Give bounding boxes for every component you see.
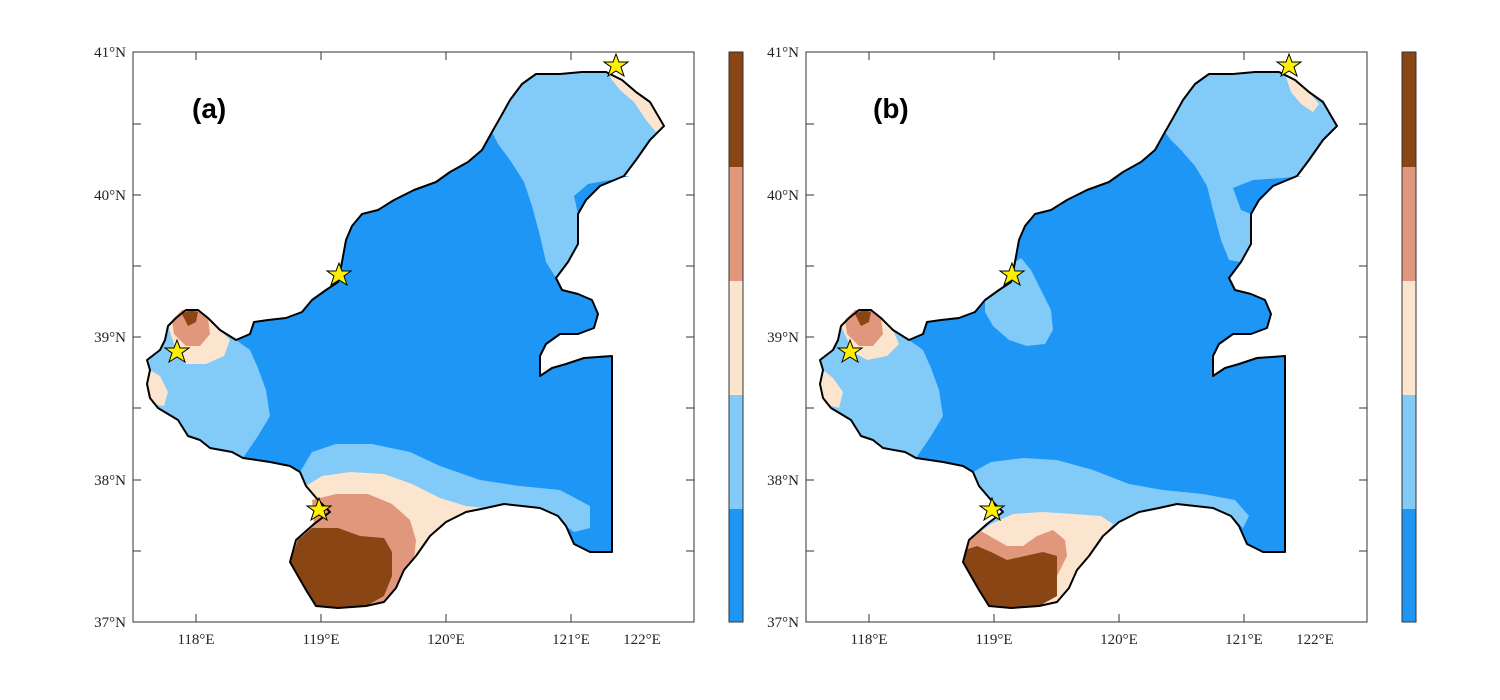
colorbar-a-level-5 <box>729 52 743 167</box>
panel-b-ticks <box>806 51 1367 623</box>
panel-a: (a) 118°E 119°E 120°E 121°E 122°E 41°N 4… <box>94 45 695 648</box>
y-tick-label: 41°N <box>94 45 126 61</box>
station-star-south-a <box>305 496 333 522</box>
panel-a-zone-south-brown <box>290 528 392 608</box>
station-star-north-b <box>1275 52 1303 78</box>
station-star-west-b <box>836 338 864 364</box>
panel-a-xaxis-labels: 118°E 119°E 120°E 121°E 122°E <box>177 632 660 648</box>
y-tick-label: 37°N <box>767 615 799 631</box>
colorbar-a-level-1 <box>729 509 743 622</box>
colorbar-a-level-4 <box>729 167 743 281</box>
colorbar-a <box>728 51 744 623</box>
x-tick-label: 118°E <box>177 632 214 648</box>
panel-a-contours <box>147 72 664 608</box>
panel-a-zone-west-salmon <box>172 310 210 346</box>
colorbar-b-level-1 <box>1402 509 1416 622</box>
panel-b-contours <box>820 72 1337 608</box>
y-tick-label: 40°N <box>94 188 126 204</box>
x-tick-label: 121°E <box>1225 632 1263 648</box>
colorbar-b-level-3 <box>1402 281 1416 395</box>
panel-b-zone-west-beige2 <box>820 370 843 408</box>
panel-a-zone-west-beige2 <box>147 370 168 406</box>
y-tick-label: 41°N <box>767 45 799 61</box>
panel-a-label: (a) <box>192 93 226 124</box>
y-tick-label: 40°N <box>767 188 799 204</box>
panel-a-zone-ne-blue-pocket <box>574 176 630 214</box>
panel-b-xaxis-labels: 118°E 119°E 120°E 121°E 122°E <box>850 632 1333 648</box>
panel-b-yaxis-labels: 41°N 40°N 39°N 38°N 37°N <box>767 45 799 631</box>
panel-b-zone-west-salmon <box>845 310 883 346</box>
panel-b-zone-ne-light <box>1165 72 1337 262</box>
panel-b-zone-west-brown <box>855 310 871 326</box>
y-tick-label: 37°N <box>94 615 126 631</box>
panel-a-zone-ne-beige <box>608 72 664 132</box>
x-tick-label: 121°E <box>552 632 590 648</box>
panel-b-zone-ne-blue-pocket <box>1233 176 1303 214</box>
x-tick-label: 122°E <box>1296 632 1334 648</box>
panel-b-zone-south-brown <box>963 546 1057 608</box>
panel-a-zone-west-brown <box>182 310 198 326</box>
panel-a-stations <box>163 52 630 522</box>
colorbar-b <box>1401 51 1417 623</box>
x-tick-label: 118°E <box>850 632 887 648</box>
station-star-south-b <box>978 496 1006 522</box>
station-star-north-a <box>602 52 630 78</box>
panel-a-yaxis-labels: 41°N 40°N 39°N 38°N 37°N <box>94 45 126 631</box>
panel-b: (b) 118°E 119°E 120°E 121°E 122°E 41°N 4… <box>767 45 1368 648</box>
panel-b-label: (b) <box>873 93 909 124</box>
y-tick-label: 39°N <box>767 330 799 346</box>
x-tick-label: 122°E <box>623 632 661 648</box>
colorbar-b-level-2 <box>1402 395 1416 509</box>
panel-a-ticks <box>133 51 694 623</box>
colorbar-b-frame <box>1401 51 1417 623</box>
station-star-qinhuangdao-a <box>325 261 353 287</box>
x-tick-label: 120°E <box>427 632 465 648</box>
y-tick-label: 39°N <box>94 330 126 346</box>
colorbar-a-level-2 <box>729 395 743 509</box>
colorbar-b-level-4 <box>1402 167 1416 281</box>
y-tick-label: 38°N <box>767 473 799 489</box>
panel-b-zone-qhd-light <box>985 258 1053 346</box>
x-tick-label: 120°E <box>1100 632 1138 648</box>
panel-a-zone-ne-light <box>492 72 664 278</box>
y-tick-label: 38°N <box>94 473 126 489</box>
colorbar-a-level-3 <box>729 281 743 395</box>
panel-b-stations <box>836 52 1303 522</box>
x-tick-label: 119°E <box>975 632 1012 648</box>
x-tick-label: 119°E <box>302 632 339 648</box>
colorbar-b-level-5 <box>1402 52 1416 167</box>
colorbar-a-frame <box>728 51 744 623</box>
panel-b-zone-ne-beige <box>1285 74 1319 112</box>
station-star-west-a <box>163 338 191 364</box>
station-star-qinhuangdao-b <box>998 261 1026 287</box>
